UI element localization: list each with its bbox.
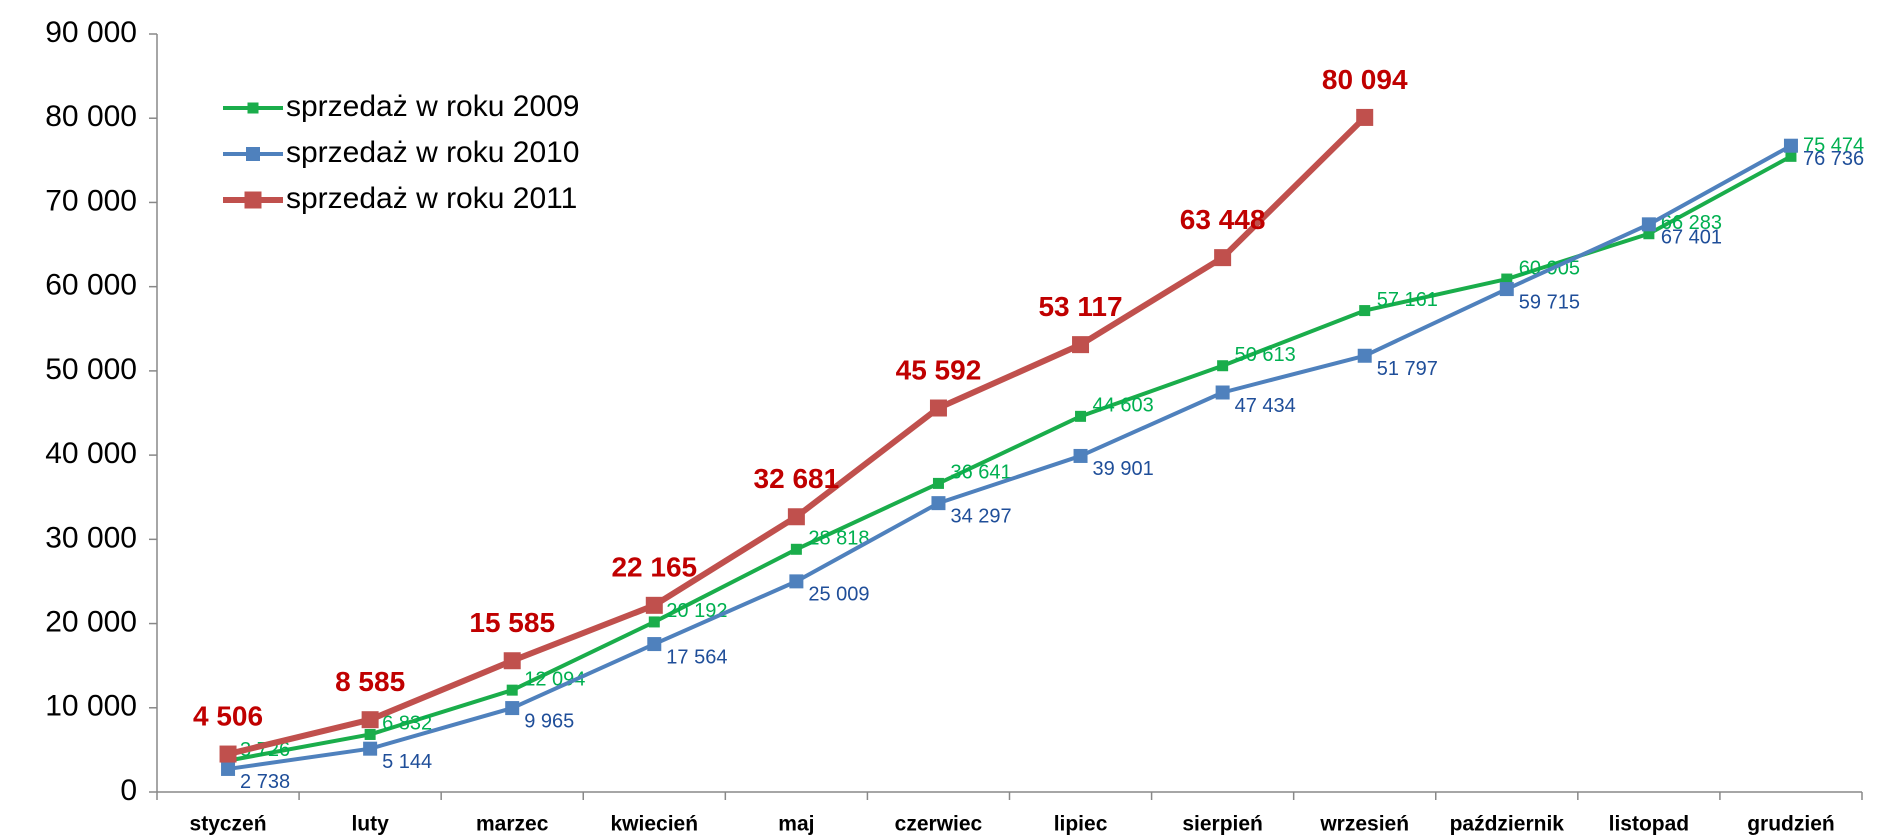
x-tick-label: czerwiec <box>895 813 983 836</box>
marker <box>1499 282 1514 297</box>
marker <box>1359 305 1371 317</box>
y-tick-label: 0 <box>120 774 137 807</box>
y-tick-label: 60 000 <box>45 269 137 302</box>
data-label: 50 613 <box>1235 344 1296 366</box>
marker <box>503 652 521 670</box>
data-label: 8 585 <box>335 666 405 697</box>
marker <box>1641 217 1656 232</box>
marker <box>929 399 947 417</box>
data-label: 22 165 <box>611 552 697 583</box>
data-label: 34 297 <box>950 505 1011 527</box>
data-label: 76 736 <box>1803 148 1864 170</box>
legend-label: sprzedaż w roku 2010 <box>286 136 580 169</box>
y-tick-label: 80 000 <box>45 100 137 133</box>
x-tick-label: lipiec <box>1054 813 1108 836</box>
data-label: 15 585 <box>469 607 555 638</box>
marker <box>506 684 518 696</box>
marker <box>1356 108 1374 126</box>
marker <box>1357 348 1372 363</box>
marker <box>1214 249 1232 267</box>
data-label: 2 738 <box>240 771 290 793</box>
marker <box>932 477 944 489</box>
x-tick-label: luty <box>351 813 389 836</box>
y-tick-label: 70 000 <box>45 184 137 217</box>
data-label: 45 592 <box>896 354 982 385</box>
data-label: 25 009 <box>808 584 869 606</box>
y-tick-label: 50 000 <box>45 353 137 386</box>
marker <box>1785 150 1797 162</box>
marker <box>787 508 805 526</box>
series-line <box>227 143 1792 771</box>
x-tick-label: styczeń <box>190 813 267 836</box>
data-label: 32 681 <box>754 463 840 494</box>
y-tick-label: 20 000 <box>45 605 137 638</box>
marker <box>1075 410 1087 422</box>
data-label: 75 474 <box>1803 135 1864 157</box>
data-label: 39 901 <box>1093 458 1154 480</box>
marker <box>505 701 520 716</box>
marker <box>363 741 378 756</box>
data-label: 6 832 <box>382 713 432 735</box>
marker <box>361 711 379 729</box>
marker <box>1215 385 1230 400</box>
marker <box>789 574 804 589</box>
legend-marker <box>247 102 259 114</box>
legend-label: sprzedaż w roku 2011 <box>286 182 577 215</box>
marker <box>931 496 946 511</box>
data-label: 57 161 <box>1377 289 1438 311</box>
data-label: 20 192 <box>666 600 727 622</box>
data-label: 63 448 <box>1180 204 1266 235</box>
data-label: 4 506 <box>193 700 263 731</box>
marker <box>790 543 802 555</box>
x-tick-label: grudzień <box>1747 813 1835 836</box>
marker <box>645 596 663 614</box>
data-label: 53 117 <box>1038 291 1122 322</box>
legend-marker <box>246 147 260 161</box>
data-label: 9 965 <box>524 710 574 732</box>
data-label: 44 603 <box>1093 395 1154 417</box>
x-tick-label: wrzesień <box>1319 813 1409 836</box>
data-label: 17 564 <box>666 646 727 668</box>
marker <box>1501 273 1513 285</box>
y-tick-label: 10 000 <box>45 690 137 723</box>
x-tick-label: sierpień <box>1182 813 1263 836</box>
data-label: 28 818 <box>808 528 869 550</box>
marker <box>1072 336 1090 354</box>
data-label: 66 283 <box>1661 212 1722 234</box>
y-tick-label: 30 000 <box>45 521 137 554</box>
marker <box>1217 360 1229 372</box>
marker <box>1643 228 1655 240</box>
marker <box>221 761 236 776</box>
data-label: 59 715 <box>1519 291 1580 313</box>
x-tick-label: kwiecień <box>611 813 699 836</box>
x-tick-label: maj <box>778 813 814 836</box>
data-label: 47 434 <box>1235 395 1296 417</box>
data-label: 51 797 <box>1377 358 1438 380</box>
x-tick-label: październik <box>1450 813 1565 836</box>
y-tick-label: 90 000 <box>45 16 137 49</box>
data-label: 67 401 <box>1661 227 1722 249</box>
data-label: 12 094 <box>524 668 585 690</box>
legend-marker <box>244 191 262 209</box>
marker <box>647 637 662 652</box>
data-label: 36 641 <box>950 462 1011 484</box>
series-line <box>227 154 1792 763</box>
legend-label: sprzedaż w roku 2009 <box>286 90 580 123</box>
x-tick-label: listopad <box>1609 813 1690 836</box>
marker <box>648 616 660 628</box>
x-tick-label: marzec <box>476 813 549 836</box>
marker <box>1073 448 1088 463</box>
data-label: 80 094 <box>1322 64 1408 95</box>
marker <box>219 745 237 763</box>
marker <box>1783 138 1798 153</box>
data-label: 5 144 <box>382 751 432 773</box>
marker <box>364 728 376 740</box>
y-tick-label: 40 000 <box>45 437 137 470</box>
